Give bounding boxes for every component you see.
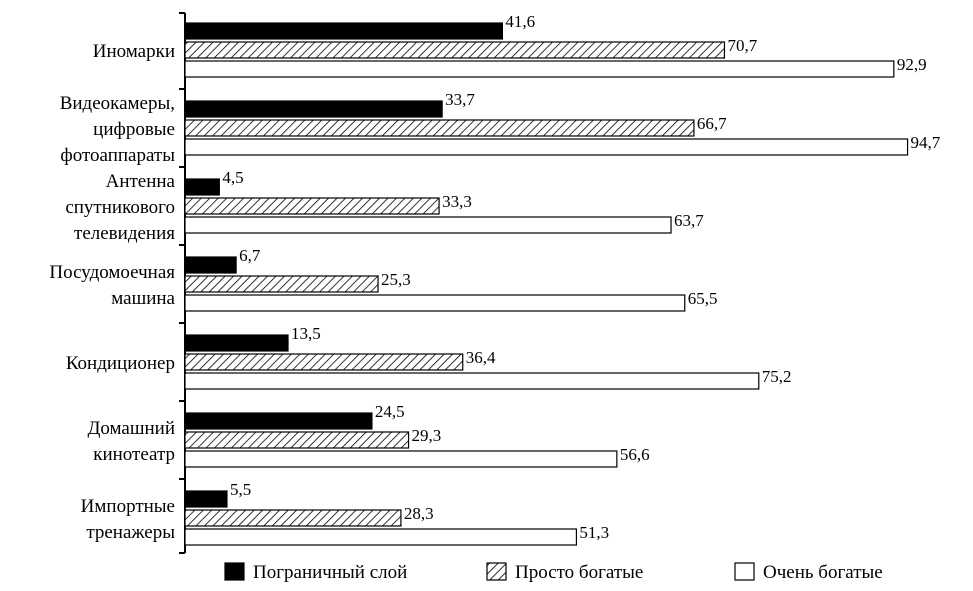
- category-label-line: кинотеатр: [93, 444, 175, 465]
- bar: [184, 256, 237, 274]
- category-label: Домашний кинотеатр: [87, 418, 175, 465]
- bar: [184, 353, 464, 371]
- category-label-line: Импортные: [81, 496, 175, 517]
- legend-label: Пограничный слой: [253, 562, 407, 583]
- data-label: 4,5: [222, 168, 243, 187]
- legend-label: Просто богатые: [515, 562, 643, 583]
- data-label: 70,7: [727, 36, 757, 55]
- category-label: Посудомоечная машина: [49, 262, 175, 309]
- data-label: 13,5: [291, 324, 321, 343]
- data-label: 41,6: [505, 12, 535, 31]
- bar: [184, 294, 686, 312]
- category-label: Импортные тренажеры: [81, 496, 176, 543]
- category-label: Антенна спутникового телевидения: [65, 171, 175, 244]
- y-axis-bracket: [179, 12, 186, 554]
- category-label-line: Видеокамеры,: [60, 93, 175, 114]
- bar: [184, 412, 373, 430]
- category-label: Иномарки: [93, 41, 175, 62]
- legend-swatch: [224, 562, 245, 581]
- bar: [184, 178, 220, 196]
- data-label: 75,2: [762, 367, 792, 386]
- bar: [184, 60, 895, 78]
- bar: [184, 431, 410, 449]
- data-label: 51,3: [579, 523, 609, 542]
- value-labels: 41,6 70,7 92,9 33,7 66,7 94,7 4,5 33,3 63,7 6,7 25…: [222, 12, 940, 542]
- data-label: 66,7: [697, 114, 727, 133]
- data-label: 33,7: [445, 90, 475, 109]
- data-label: 24,5: [375, 402, 405, 421]
- data-label: 92,9: [897, 55, 927, 74]
- category-label-line: спутникового: [65, 197, 175, 218]
- bar: [184, 275, 379, 293]
- category-label-line: телевидения: [74, 223, 175, 244]
- bar: [184, 216, 672, 234]
- data-label: 65,5: [688, 289, 718, 308]
- bar: [184, 41, 726, 59]
- legend-label: Очень богатые: [763, 562, 883, 583]
- bar: [184, 334, 289, 352]
- bar: [184, 509, 402, 527]
- legend: Пограничный слой Просто богатые Очень бога…: [224, 562, 883, 583]
- bar: [184, 450, 618, 468]
- data-label: 63,7: [674, 211, 704, 230]
- data-label: 36,4: [466, 348, 496, 367]
- category-label-line: Антенна: [106, 171, 176, 192]
- data-label: 5,5: [230, 480, 251, 499]
- bar: [184, 490, 228, 508]
- data-label: 29,3: [412, 426, 442, 445]
- data-label: 25,3: [381, 270, 411, 289]
- category-label: Видеокамеры, цифровые фотоаппараты: [60, 93, 176, 166]
- data-label: 94,7: [911, 133, 941, 152]
- bar: [184, 100, 443, 118]
- category-label-line: Иномарки: [93, 41, 175, 62]
- bar: [184, 197, 440, 215]
- category-label-line: фотоаппараты: [60, 145, 175, 166]
- category-label-line: цифровые: [93, 119, 175, 140]
- bars: [184, 22, 909, 546]
- category-label-line: Посудомоечная: [49, 262, 175, 283]
- data-label: 56,6: [620, 445, 650, 464]
- category-label-line: машина: [111, 288, 175, 309]
- bar: [184, 22, 504, 40]
- bar: [184, 119, 695, 137]
- data-label: 33,3: [442, 192, 472, 211]
- bar: [184, 138, 909, 156]
- legend-swatch: [734, 562, 755, 581]
- category-label-line: тренажеры: [86, 522, 175, 543]
- category-label-line: Домашний: [87, 418, 175, 439]
- category-label: Кондиционер: [66, 353, 175, 374]
- data-label: 6,7: [239, 246, 261, 265]
- category-label-line: Кондиционер: [66, 353, 175, 374]
- category-labels: Иномарки Видеокамеры, цифровые фотоаппараты…: [49, 41, 175, 543]
- bar: [184, 372, 760, 390]
- data-label: 28,3: [404, 504, 434, 523]
- bar: [184, 528, 578, 546]
- legend-swatch: [486, 562, 507, 581]
